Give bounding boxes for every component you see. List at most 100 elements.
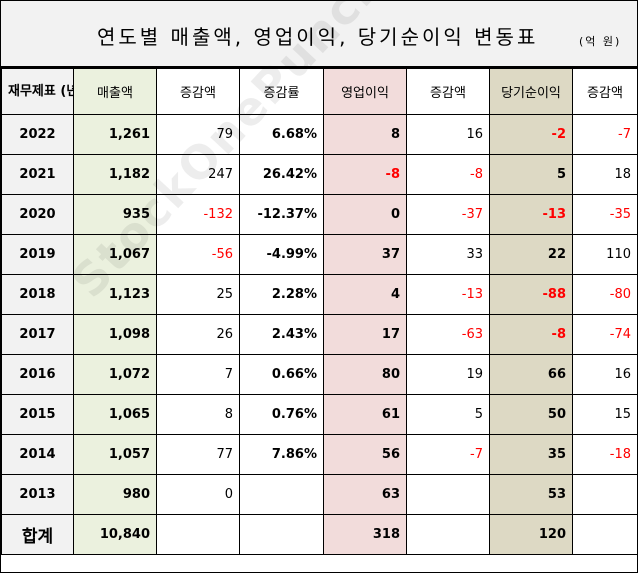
table-row: 2016 1,072 7 0.66% 80 19 66 16	[1, 354, 638, 395]
cell-year: 2022	[1, 114, 74, 155]
cell-sales-rate: -4.99%	[239, 234, 324, 275]
cell-net-income: 35	[489, 434, 573, 475]
cell-sales: 1,182	[73, 154, 157, 195]
cell-op-change: 33	[406, 234, 490, 275]
cell-year: 2014	[1, 434, 74, 475]
total-sales-change	[156, 514, 240, 555]
cell-sales-change: -56	[156, 234, 240, 275]
cell-net-change: 15	[572, 394, 638, 435]
cell-sales-change: -132	[156, 194, 240, 235]
cell-sales-rate: 0.76%	[239, 394, 324, 435]
cell-net-income: 66	[489, 354, 573, 395]
cell-net-change: 18	[572, 154, 638, 195]
cell-sales-change: 0	[156, 474, 240, 515]
total-sales-rate	[239, 514, 324, 555]
cell-net-income: -13	[489, 194, 573, 235]
cell-sales: 1,065	[73, 394, 157, 435]
cell-year: 2021	[1, 154, 74, 195]
cell-op-change: 5	[406, 394, 490, 435]
cell-net-change: -74	[572, 314, 638, 355]
cell-net-income: -88	[489, 274, 573, 315]
cell-net-change: -35	[572, 194, 638, 235]
cell-op-income: 8	[323, 114, 407, 155]
cell-op-income: 61	[323, 394, 407, 435]
cell-sales-rate: 0.66%	[239, 354, 324, 395]
cell-op-change	[406, 474, 490, 515]
cell-op-change: -7	[406, 434, 490, 475]
total-sales: 10,840	[73, 514, 157, 555]
cell-sales-rate: 2.28%	[239, 274, 324, 315]
cell-year: 2013	[1, 474, 74, 515]
cell-sales-change: 26	[156, 314, 240, 355]
cell-op-change: -37	[406, 194, 490, 235]
header-year: 재무제표 (년도)	[1, 68, 74, 115]
cell-year: 2019	[1, 234, 74, 275]
cell-sales-rate: 6.68%	[239, 114, 324, 155]
cell-op-income: 56	[323, 434, 407, 475]
cell-op-income: 0	[323, 194, 407, 235]
cell-year: 2015	[1, 394, 74, 435]
cell-sales-change: 25	[156, 274, 240, 315]
cell-sales: 980	[73, 474, 157, 515]
table-body: 2022 1,261 79 6.68% 8 16 -2 -7 2021 1,182 247 26.42…	[1, 114, 638, 515]
header-row: 재무제표 (년도) 매출액 증감액 증감률 영업이익 증감액 당기순이익 증감액	[1, 68, 638, 115]
cell-op-change: -8	[406, 154, 490, 195]
cell-year: 2016	[1, 354, 74, 395]
table-row: 2013 980 0 63 53	[1, 474, 638, 515]
cell-net-change: -18	[572, 434, 638, 475]
cell-op-income: -8	[323, 154, 407, 195]
cell-net-income: 22	[489, 234, 573, 275]
cell-sales-change: 8	[156, 394, 240, 435]
cell-op-change: -63	[406, 314, 490, 355]
cell-op-income: 63	[323, 474, 407, 515]
cell-sales: 1,098	[73, 314, 157, 355]
cell-sales: 1,057	[73, 434, 157, 475]
cell-sales-change: 77	[156, 434, 240, 475]
financial-table: 재무제표 (년도) 매출액 증감액 증감률 영업이익 증감액 당기순이익 증감액…	[1, 68, 638, 555]
header-op-change: 증감액	[406, 68, 490, 115]
cell-year: 2018	[1, 274, 74, 315]
total-op-change	[406, 514, 490, 555]
cell-op-change: 19	[406, 354, 490, 395]
table-row: 2018 1,123 25 2.28% 4 -13 -88 -80	[1, 274, 638, 315]
cell-sales-change: 247	[156, 154, 240, 195]
cell-sales-change: 7	[156, 354, 240, 395]
cell-sales: 935	[73, 194, 157, 235]
total-net-income: 120	[489, 514, 573, 555]
table-row: 2021 1,182 247 26.42% -8 -8 5 18	[1, 154, 638, 195]
cell-net-change	[572, 474, 638, 515]
cell-year: 2017	[1, 314, 74, 355]
cell-sales-rate: 2.43%	[239, 314, 324, 355]
table-row: 2019 1,067 -56 -4.99% 37 33 22 110	[1, 234, 638, 275]
table-row: 2020 935 -132 -12.37% 0 -37 -13 -35	[1, 194, 638, 235]
cell-net-change: -7	[572, 114, 638, 155]
cell-sales-rate	[239, 474, 324, 515]
header-net-income: 당기순이익	[489, 68, 573, 115]
cell-sales: 1,123	[73, 274, 157, 315]
cell-op-change: -13	[406, 274, 490, 315]
header-sales: 매출액	[73, 68, 157, 115]
header-op-income: 영업이익	[323, 68, 407, 115]
total-label: 합계	[1, 514, 74, 555]
cell-sales: 1,072	[73, 354, 157, 395]
total-op-income: 318	[323, 514, 407, 555]
cell-net-income: 50	[489, 394, 573, 435]
table-row: 2017 1,098 26 2.43% 17 -63 -8 -74	[1, 314, 638, 355]
cell-year: 2020	[1, 194, 74, 235]
header-net-change: 증감액	[572, 68, 638, 115]
cell-op-change: 16	[406, 114, 490, 155]
cell-sales-change: 79	[156, 114, 240, 155]
table-row: 2014 1,057 77 7.86% 56 -7 35 -18	[1, 434, 638, 475]
cell-sales-rate: 7.86%	[239, 434, 324, 475]
cell-op-income: 37	[323, 234, 407, 275]
cell-net-income: 5	[489, 154, 573, 195]
table-row: 2015 1,065 8 0.76% 61 5 50 15	[1, 394, 638, 435]
cell-net-income: -8	[489, 314, 573, 355]
cell-net-income: 53	[489, 474, 573, 515]
cell-sales-rate: -12.37%	[239, 194, 324, 235]
cell-sales: 1,067	[73, 234, 157, 275]
cell-sales: 1,261	[73, 114, 157, 155]
header-sales-change: 증감액	[156, 68, 240, 115]
total-row: 합계 10,840 318 120	[1, 514, 638, 555]
